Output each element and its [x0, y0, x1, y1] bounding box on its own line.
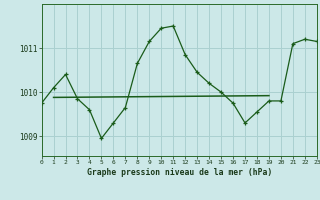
X-axis label: Graphe pression niveau de la mer (hPa): Graphe pression niveau de la mer (hPa) — [87, 168, 272, 177]
